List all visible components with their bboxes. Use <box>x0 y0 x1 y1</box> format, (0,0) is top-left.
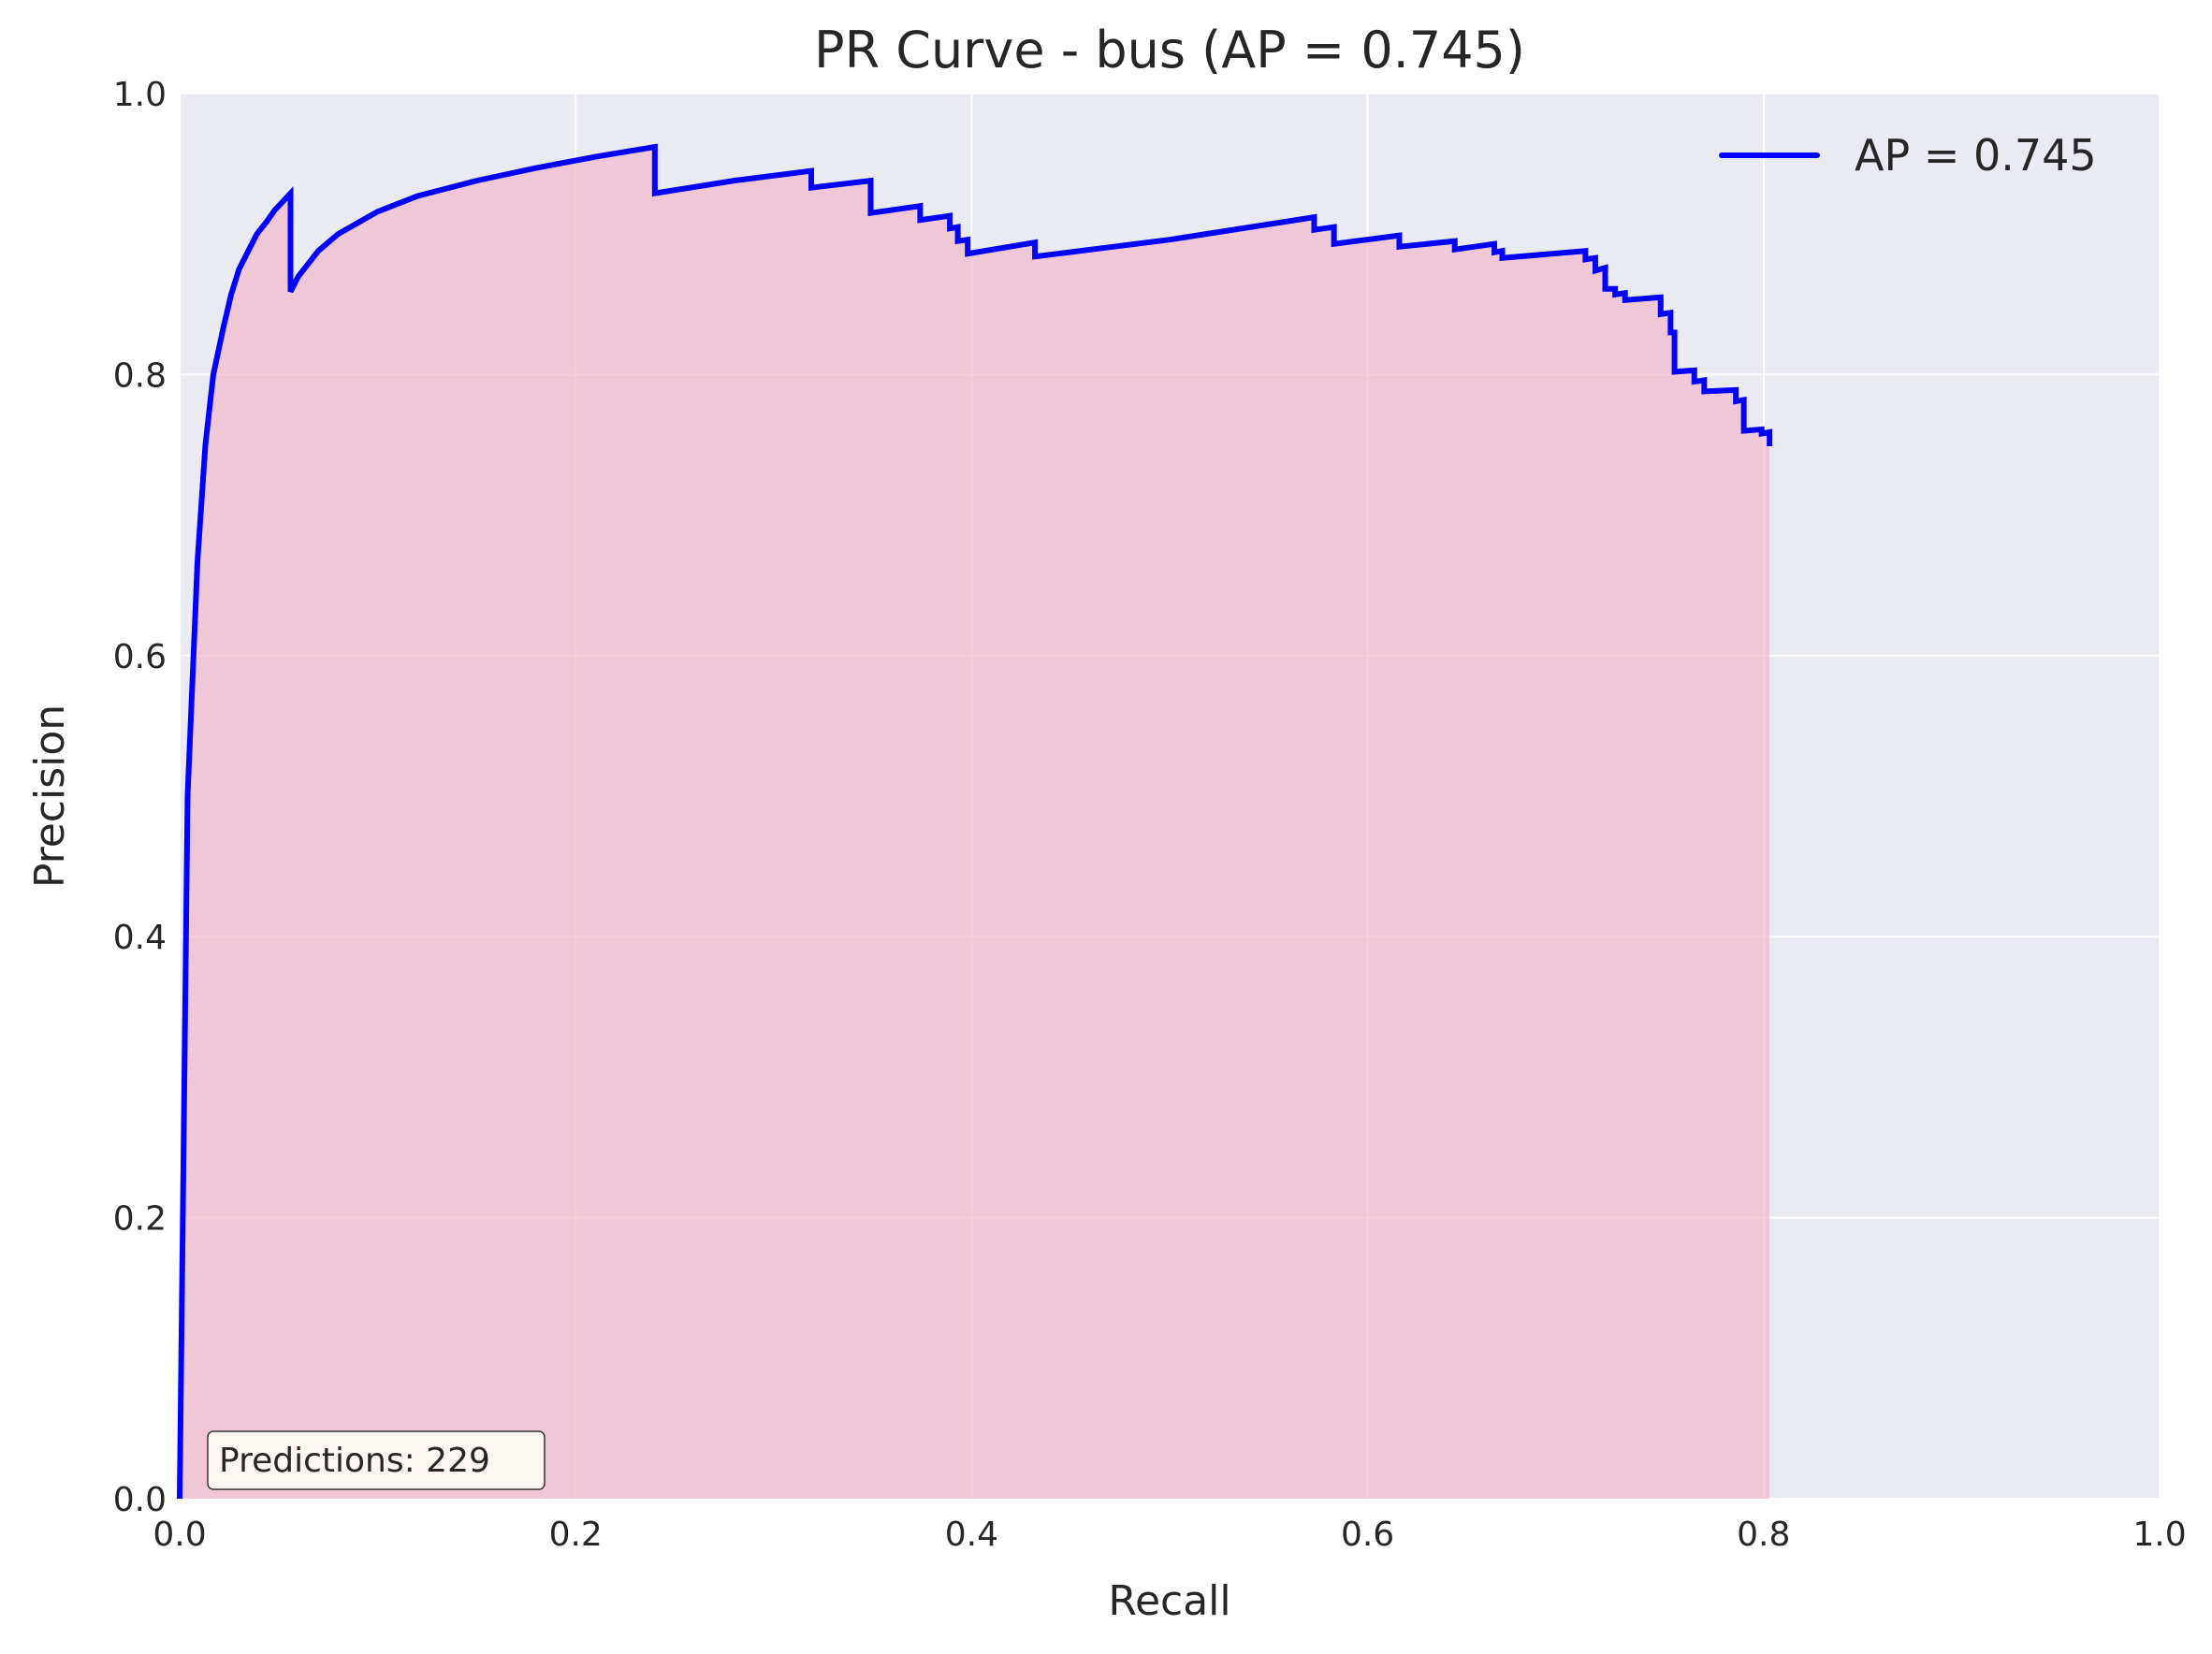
y-tick-label: 0.6 <box>113 638 167 676</box>
y-tick-label: 0.2 <box>113 1200 167 1239</box>
y-tick-label: 1.0 <box>113 76 167 114</box>
legend-label: AP = 0.745 <box>1855 130 2097 181</box>
x-tick-label: 0.6 <box>1341 1516 1394 1554</box>
x-axis-label: Recall <box>1108 1577 1230 1625</box>
annotation-text: Predictions: 229 <box>219 1442 490 1480</box>
predictions-annotation: Predictions: 229 <box>207 1430 546 1490</box>
y-tick-label: 0.0 <box>113 1481 167 1519</box>
pr-area-fill <box>180 147 1770 1499</box>
pr-curve-line <box>177 143 1773 1500</box>
x-tick-label: 0.4 <box>945 1516 998 1554</box>
annotation-box <box>207 1430 546 1490</box>
y-tick-label: 0.8 <box>113 356 167 395</box>
area-fill-layer <box>180 147 1770 1499</box>
y-axis-label: Precision <box>26 704 74 888</box>
curve-layer <box>177 143 1773 1500</box>
legend: AP = 0.745 <box>1719 130 2097 181</box>
chart-title: PR Curve - bus (AP = 0.745) <box>814 21 1525 80</box>
x-tick-label: 0.0 <box>153 1516 206 1554</box>
x-tick-label: 1.0 <box>2132 1516 2186 1554</box>
y-tick-label: 0.4 <box>113 919 167 957</box>
x-tick-label: 0.2 <box>549 1516 603 1554</box>
x-tick-label: 0.8 <box>1737 1516 1790 1554</box>
tick-labels: 0.0 0.2 0.4 0.6 0.8 1.0 0.0 0.2 0.4 0.6 0.8 1.0 <box>113 76 2187 1554</box>
